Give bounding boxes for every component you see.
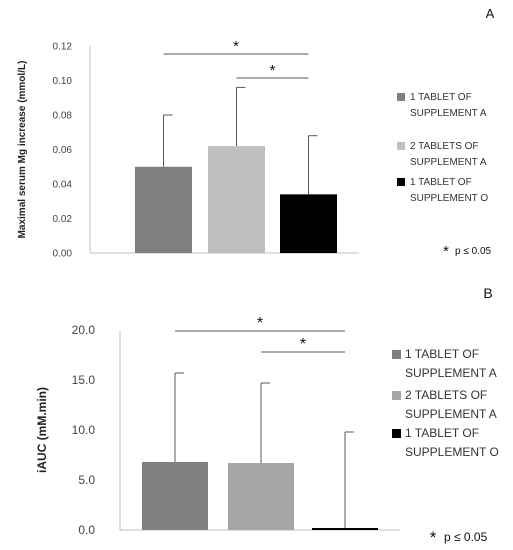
legend-label: 2 TABLETS OF xyxy=(410,141,479,152)
y-tick-label: 0.02 xyxy=(53,214,73,225)
y-tick-label: 0.12 xyxy=(53,42,73,53)
legend-label: 1 TABLET OF xyxy=(410,92,472,103)
y-tick-label: 0.10 xyxy=(53,76,73,87)
y-tick-label: 0.08 xyxy=(53,111,73,122)
legend-label: SUPPLEMENT O xyxy=(410,193,488,204)
bar xyxy=(142,462,208,530)
note-star: * xyxy=(430,528,437,547)
legend-swatch xyxy=(392,350,401,359)
legend-label: 1 TABLET OF xyxy=(405,426,479,440)
note-star: * xyxy=(443,243,449,260)
chart-panel-a: A 0.00 0.02 0.04 0.06 0.08 0.10 0.12 Maximal ser… xyxy=(17,6,495,260)
legend-label: 1 TABLET OF xyxy=(405,347,479,361)
legend-swatch xyxy=(397,142,405,150)
significance-star: * xyxy=(233,38,239,55)
y-axis-label: iAUC (mM.min) xyxy=(35,387,49,473)
y-tick-label: 0.00 xyxy=(53,249,73,260)
y-tick-label: 20.0 xyxy=(72,323,96,337)
significance-star: * xyxy=(300,336,306,353)
y-tick-label: 0.0 xyxy=(78,523,95,537)
legend-label: SUPPLEMENT A xyxy=(405,407,497,421)
y-tick-label: 0.04 xyxy=(53,180,73,191)
bar xyxy=(135,166,192,253)
legend-label: SUPPLEMENT A xyxy=(405,366,497,380)
legend-swatch xyxy=(397,178,405,186)
chart-panel-b: B 0.0 5.0 10.0 15.0 20.0 iAUC (mM.min) * * 1 TABL… xyxy=(35,285,499,547)
significance-star: * xyxy=(270,62,276,79)
legend-label: SUPPLEMENT A xyxy=(410,108,487,119)
bar xyxy=(228,463,294,530)
y-tick-label: 5.0 xyxy=(78,473,95,487)
legend-label: SUPPLEMENT A xyxy=(410,157,487,168)
legend-label: 1 TABLET OF xyxy=(410,177,472,188)
note-text: p ≤ 0.05 xyxy=(444,530,488,544)
y-axis-label: Maximal serum Mg increase (mmol/L) xyxy=(17,61,28,239)
y-tick-label: 0.06 xyxy=(53,145,73,156)
legend-swatch xyxy=(397,93,405,101)
legend-label: SUPPLEMENT O xyxy=(405,445,499,459)
panel-letter: B xyxy=(483,285,492,301)
y-tick-label: 15.0 xyxy=(72,373,96,387)
bar xyxy=(208,146,265,253)
bar xyxy=(312,528,378,530)
note-text: p ≤ 0.05 xyxy=(455,246,492,257)
significance-star: * xyxy=(257,315,263,332)
legend-swatch xyxy=(392,391,401,400)
panel-letter: A xyxy=(486,6,495,21)
legend-swatch xyxy=(392,429,401,438)
y-tick-label: 10.0 xyxy=(72,423,96,437)
bar xyxy=(280,194,337,253)
legend-label: 2 TABLETS OF xyxy=(405,388,487,402)
